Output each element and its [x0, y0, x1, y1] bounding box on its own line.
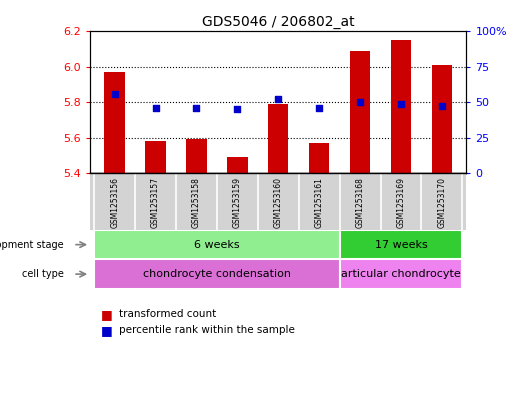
Text: ■: ■ — [101, 308, 112, 321]
Text: articular chondrocyte: articular chondrocyte — [341, 269, 461, 279]
Text: development stage: development stage — [0, 240, 64, 250]
Text: transformed count: transformed count — [119, 309, 216, 320]
Bar — [145, 141, 166, 173]
Bar — [94, 230, 340, 259]
Text: GSM1253157: GSM1253157 — [151, 178, 160, 228]
Text: ■: ■ — [101, 323, 112, 337]
Text: GSM1253169: GSM1253169 — [396, 178, 405, 228]
Title: GDS5046 / 206802_at: GDS5046 / 206802_at — [202, 15, 355, 29]
Point — [274, 96, 282, 103]
Text: 17 weeks: 17 weeks — [375, 240, 427, 250]
Text: GSM1253156: GSM1253156 — [110, 178, 119, 228]
Text: cell type: cell type — [22, 269, 64, 279]
Text: chondrocyte condensation: chondrocyte condensation — [143, 269, 291, 279]
Point — [356, 99, 364, 105]
Text: GSM1253168: GSM1253168 — [356, 178, 365, 228]
Text: percentile rank within the sample: percentile rank within the sample — [119, 325, 295, 335]
Bar — [104, 72, 125, 173]
Point — [192, 105, 201, 111]
Text: GSM1253160: GSM1253160 — [274, 178, 282, 228]
Point — [233, 106, 242, 112]
Bar — [391, 40, 411, 173]
Text: 6 weeks: 6 weeks — [194, 240, 240, 250]
Bar — [340, 259, 462, 289]
Bar — [186, 140, 207, 173]
Text: GSM1253161: GSM1253161 — [315, 178, 324, 228]
Bar — [340, 230, 462, 259]
Point — [397, 101, 405, 107]
Point — [151, 105, 160, 111]
Text: GSM1253158: GSM1253158 — [192, 178, 201, 228]
Text: GSM1253170: GSM1253170 — [437, 178, 446, 228]
Point — [110, 90, 119, 97]
Bar — [350, 51, 370, 173]
Bar — [309, 143, 329, 173]
Point — [315, 105, 323, 111]
Text: GSM1253159: GSM1253159 — [233, 178, 242, 228]
Bar — [268, 104, 288, 173]
Bar — [431, 65, 452, 173]
Bar — [94, 259, 340, 289]
Bar — [227, 157, 248, 173]
Point — [438, 103, 446, 110]
